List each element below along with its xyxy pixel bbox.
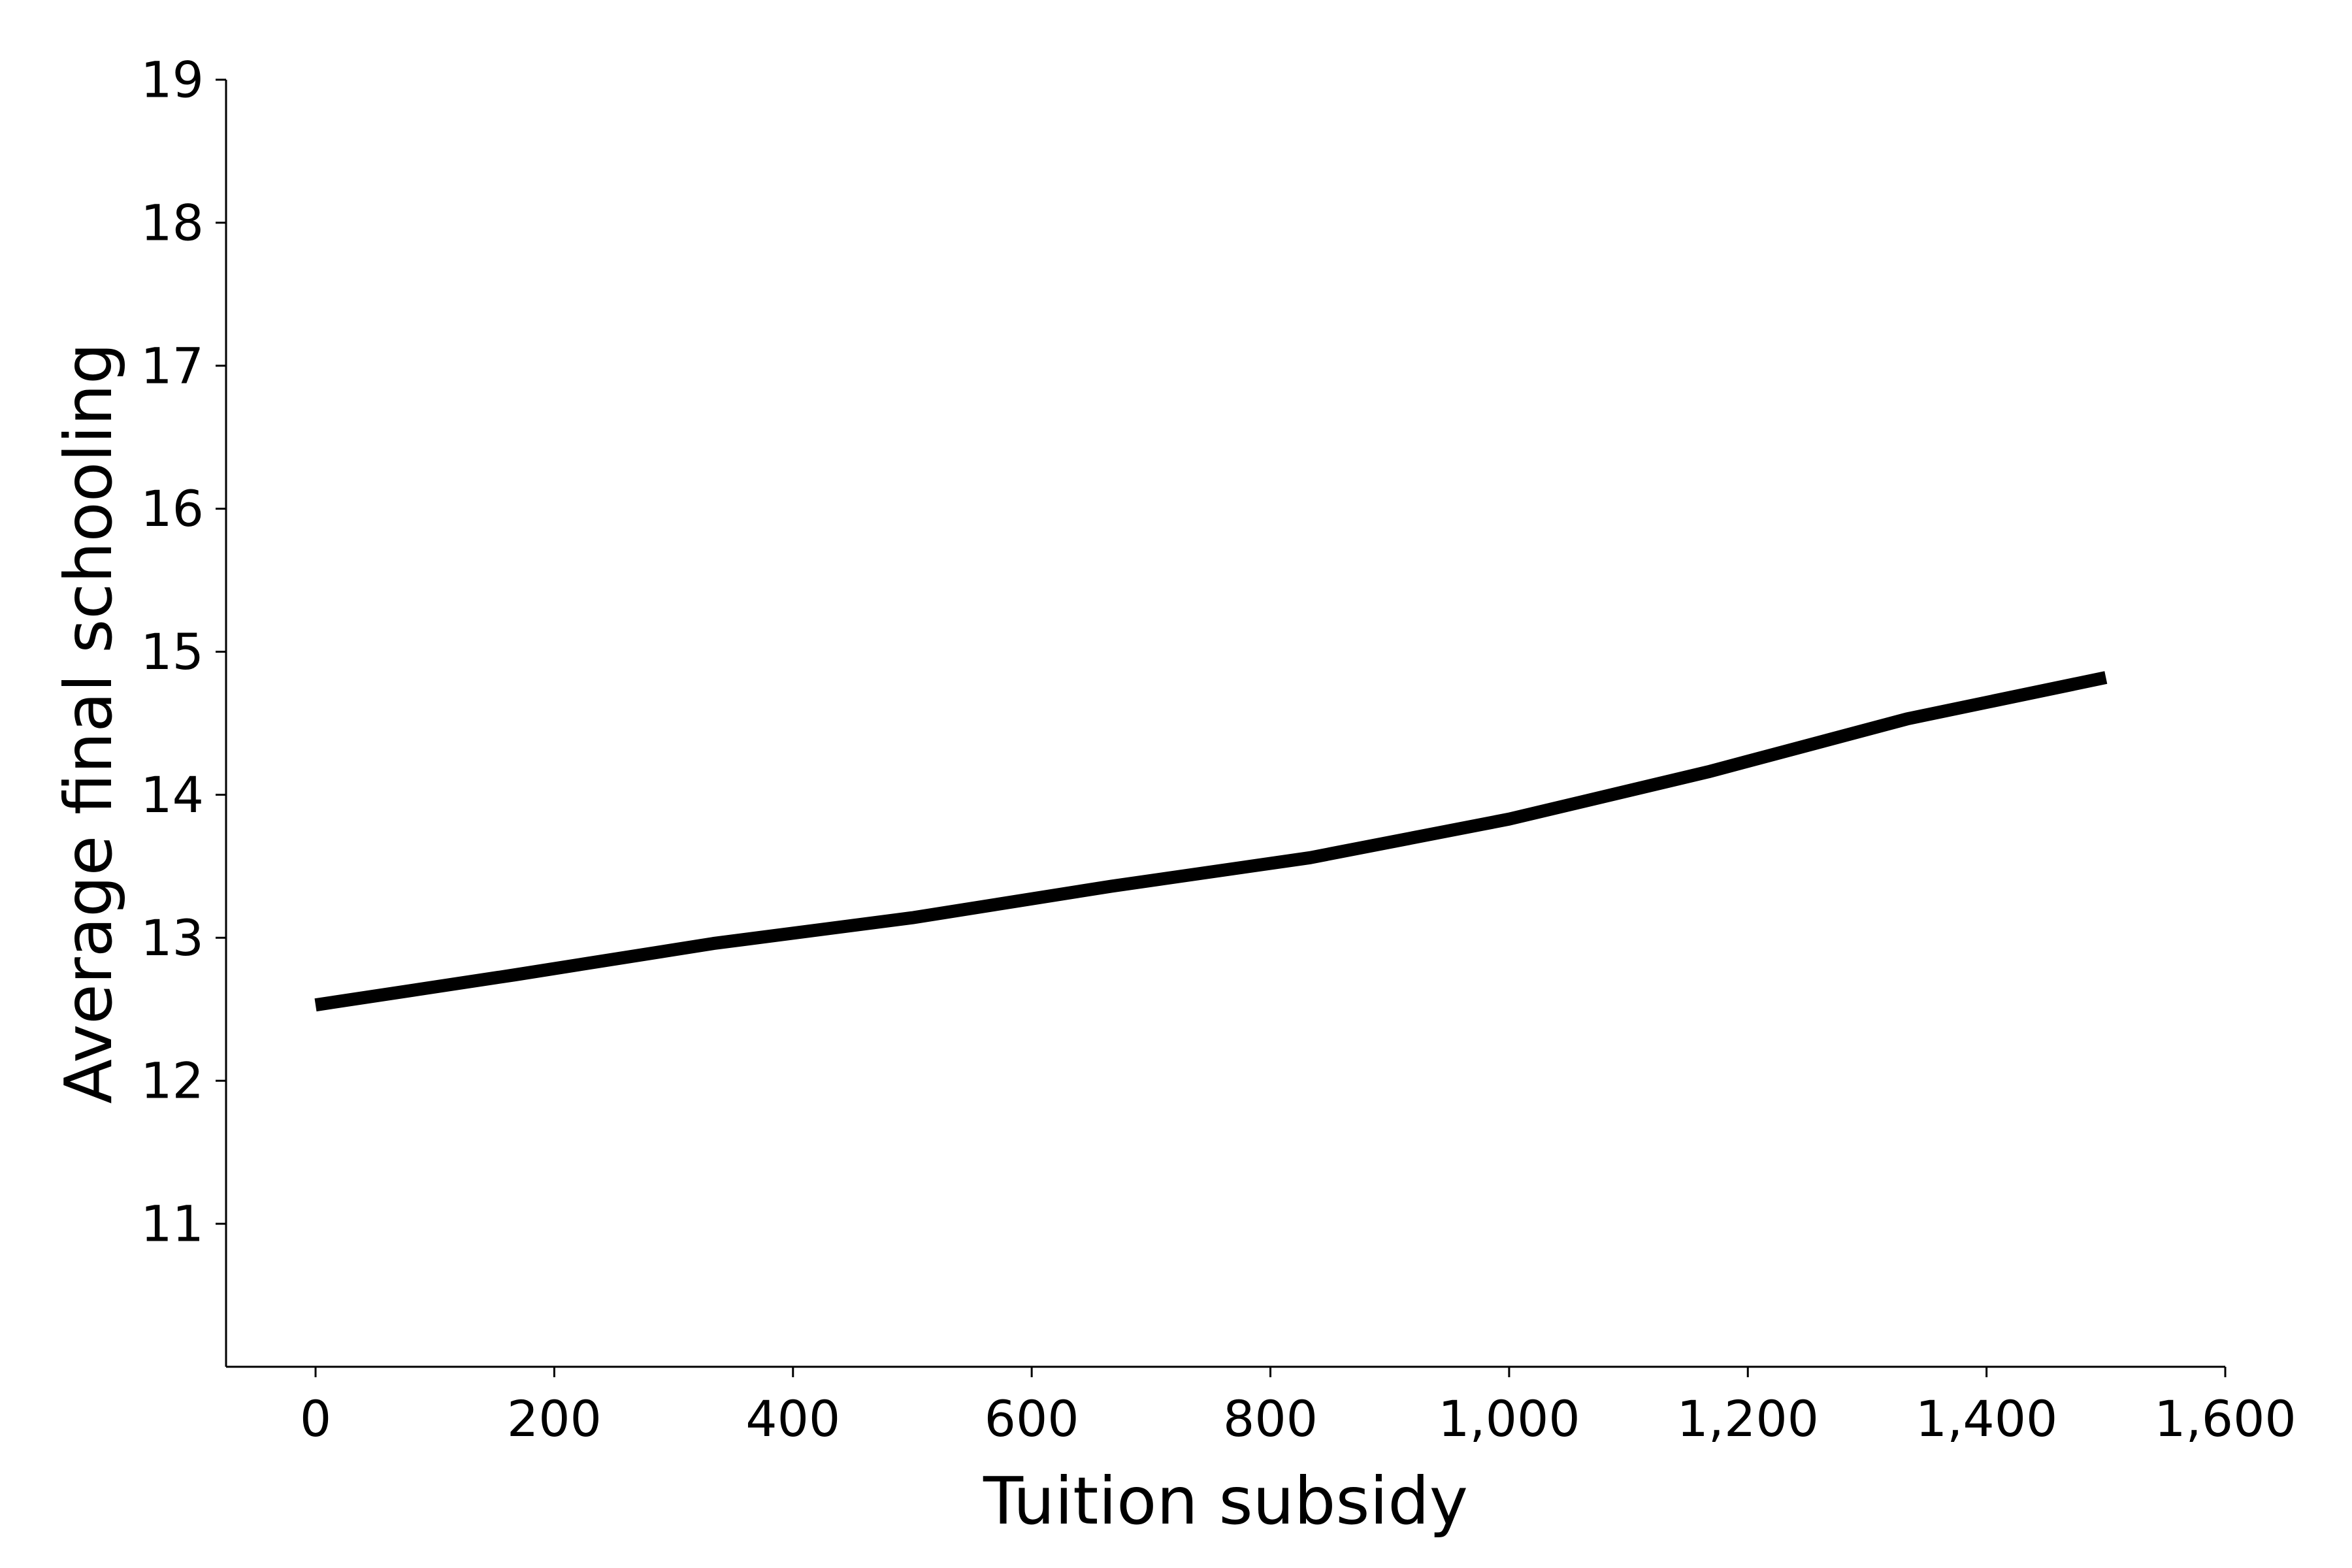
series-line: [314, 671, 2108, 1012]
y-tick-label: 15: [140, 623, 204, 681]
x-axis-title: Tuition subsidy: [983, 1463, 1468, 1539]
y-tick-label: 13: [140, 909, 204, 967]
axes: [225, 80, 2225, 1368]
x-tick-label: 600: [985, 1390, 1079, 1448]
y-tick-label: 14: [140, 766, 204, 824]
x-tick-label: 200: [507, 1390, 602, 1448]
x-tick-label: 1,600: [2154, 1390, 2296, 1448]
y-tick-label: 16: [140, 480, 204, 538]
y-tick-label: 19: [140, 51, 204, 109]
y-axis-title: Average final schooling: [50, 343, 127, 1104]
x-tick-label: 400: [745, 1390, 840, 1448]
y-tick-label: 18: [140, 193, 204, 252]
x-tick-label: 1,000: [1438, 1390, 1580, 1448]
series-layer: [314, 671, 2108, 1012]
y-tick-label: 17: [140, 336, 204, 395]
x-tick-label: 800: [1223, 1390, 1318, 1448]
y-ticks: 11 12 13 14 15 16 17 18 19: [140, 51, 226, 1253]
y-tick-label: 11: [140, 1195, 204, 1253]
x-tick-label: 1,400: [1916, 1390, 2058, 1448]
y-tick-label: 12: [140, 1052, 204, 1110]
x-tick-label: 1,200: [1676, 1390, 1819, 1448]
x-ticks: 0 200 400 600 800 1,000 1,200 1,400 1,600: [300, 1367, 2296, 1448]
x-tick-label: 0: [300, 1390, 331, 1448]
